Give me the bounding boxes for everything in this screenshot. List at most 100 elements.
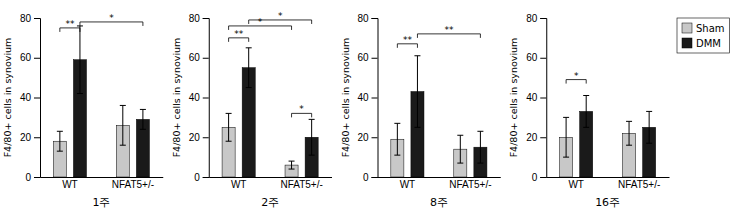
y-tick: 0 [25, 172, 40, 183]
y-tick-mark [372, 177, 378, 178]
significance: * [80, 13, 143, 26]
y-axis: 0 20 40 60 80 [20, 13, 41, 183]
y-axis-line [203, 19, 210, 178]
bar-series [560, 117, 636, 177]
error-bar [120, 105, 126, 145]
x-axis-title: 1주 [92, 196, 110, 209]
error-bar-line [457, 135, 463, 163]
x-tick: NFAT5+/- [280, 177, 322, 190]
significance: * [566, 71, 586, 84]
x-axis-line [547, 177, 670, 178]
error-bar [626, 121, 632, 145]
y-tick-label: 40 [20, 92, 32, 103]
error-bar [246, 48, 252, 88]
legend-entry: Sham [682, 23, 725, 34]
y-tick-label: 40 [189, 92, 201, 103]
error-bar-line [414, 56, 420, 128]
y-axis-line [540, 19, 547, 178]
y-tick-label: 60 [189, 52, 201, 63]
significance-label: * [109, 13, 114, 23]
error-bar [77, 26, 83, 94]
y-axis: 020406080 [357, 13, 378, 183]
bar-series [73, 26, 149, 177]
y-tick-label: 40 [526, 92, 538, 103]
y-tick-label: 80 [526, 13, 538, 24]
legend-entry: DMM [682, 38, 721, 49]
error-bar-line [57, 131, 63, 151]
y-tick-mark [540, 177, 546, 178]
bar-series [391, 123, 467, 177]
plot-area [53, 26, 149, 177]
y-tick-mark [203, 58, 209, 59]
error-bar [140, 109, 146, 129]
legend: Sham DMM [677, 18, 730, 53]
y-tick: 40 [20, 92, 40, 103]
plot-area [222, 48, 318, 177]
x-tick: WT [62, 177, 78, 190]
error-bar-line [309, 119, 315, 155]
y-tick-mark [540, 58, 546, 59]
legend-swatch [682, 38, 692, 48]
y-tick-mark [372, 98, 378, 99]
y-tick-mark [34, 18, 40, 19]
error-bar [646, 111, 652, 143]
error-bar [477, 131, 483, 163]
x-axis-line [209, 177, 332, 178]
y-tick: 40 [189, 92, 209, 103]
legend-label: DMM [696, 38, 721, 49]
x-axis-title: 2주 [261, 196, 279, 209]
y-tick: 80 [357, 13, 377, 24]
x-tick-label: WT [62, 179, 78, 190]
y-axis-title: F4/80+ cells in synovium [508, 38, 519, 158]
panel: 020406080WTNFAT5+/-*****F4/80+ cells in … [171, 11, 332, 209]
bar-series [411, 56, 487, 177]
x-axis-title: 16주 [595, 196, 620, 209]
error-bar-line [140, 109, 146, 129]
y-axis-title: F4/80+ cells in synovium [340, 38, 351, 158]
significance-label: * [258, 17, 263, 27]
y-tick-label: 0 [532, 172, 538, 183]
y-tick-label: 60 [20, 52, 32, 63]
error-bar [457, 135, 463, 163]
panel: 0 20 40 60 80 WT NFAT5+/- * F4/80+ cells in syno… [508, 13, 729, 209]
legend-label: Sham [696, 23, 725, 34]
y-axis-line [34, 19, 41, 178]
y-tick-label: 60 [357, 52, 369, 63]
x-tick-label: WT [568, 179, 584, 190]
figure: 020406080WTNFAT5+/-***F4/80+ cells in sy… [0, 0, 737, 211]
x-tick: WT [231, 177, 247, 190]
y-tick: 80 [20, 13, 40, 24]
significance: ** [397, 35, 417, 48]
error-bar [563, 117, 569, 157]
y-tick-label: 60 [526, 52, 538, 63]
x-tick-label: WT [231, 179, 247, 190]
x-tick: NFAT5+/- [618, 177, 660, 190]
error-bar [226, 113, 232, 141]
error-bar-line [583, 96, 589, 128]
error-bar-line [563, 117, 569, 157]
x-axis: WTNFAT5+/- [378, 177, 501, 190]
panel: 020406080WTNFAT5+/-****F4/80+ cells in s… [340, 13, 501, 209]
y-tick-mark [34, 98, 40, 99]
significance: ** [417, 25, 480, 38]
y-tick-label: 40 [357, 92, 369, 103]
y-tick-label: 20 [526, 132, 538, 143]
panel: 020406080WTNFAT5+/-***F4/80+ cells in sy… [2, 13, 163, 209]
y-axis: 0 20 40 60 80 [526, 13, 547, 183]
y-tick-label: 80 [189, 13, 201, 24]
y-tick: 40 [526, 92, 546, 103]
y-tick-mark [34, 58, 40, 59]
x-axis-line [378, 177, 501, 178]
y-tick: 20 [20, 132, 40, 143]
y-tick: 60 [357, 52, 377, 63]
significance: ** [229, 29, 249, 42]
x-tick-label: NFAT5+/- [618, 179, 660, 190]
y-tick-mark [203, 177, 209, 178]
y-tick-mark [540, 98, 546, 99]
y-tick: 20 [526, 132, 546, 143]
y-tick: 60 [526, 52, 546, 63]
error-bar-line [626, 121, 632, 145]
y-tick: 80 [526, 13, 546, 24]
y-tick: 20 [189, 132, 209, 143]
y-tick: 0 [532, 172, 547, 183]
